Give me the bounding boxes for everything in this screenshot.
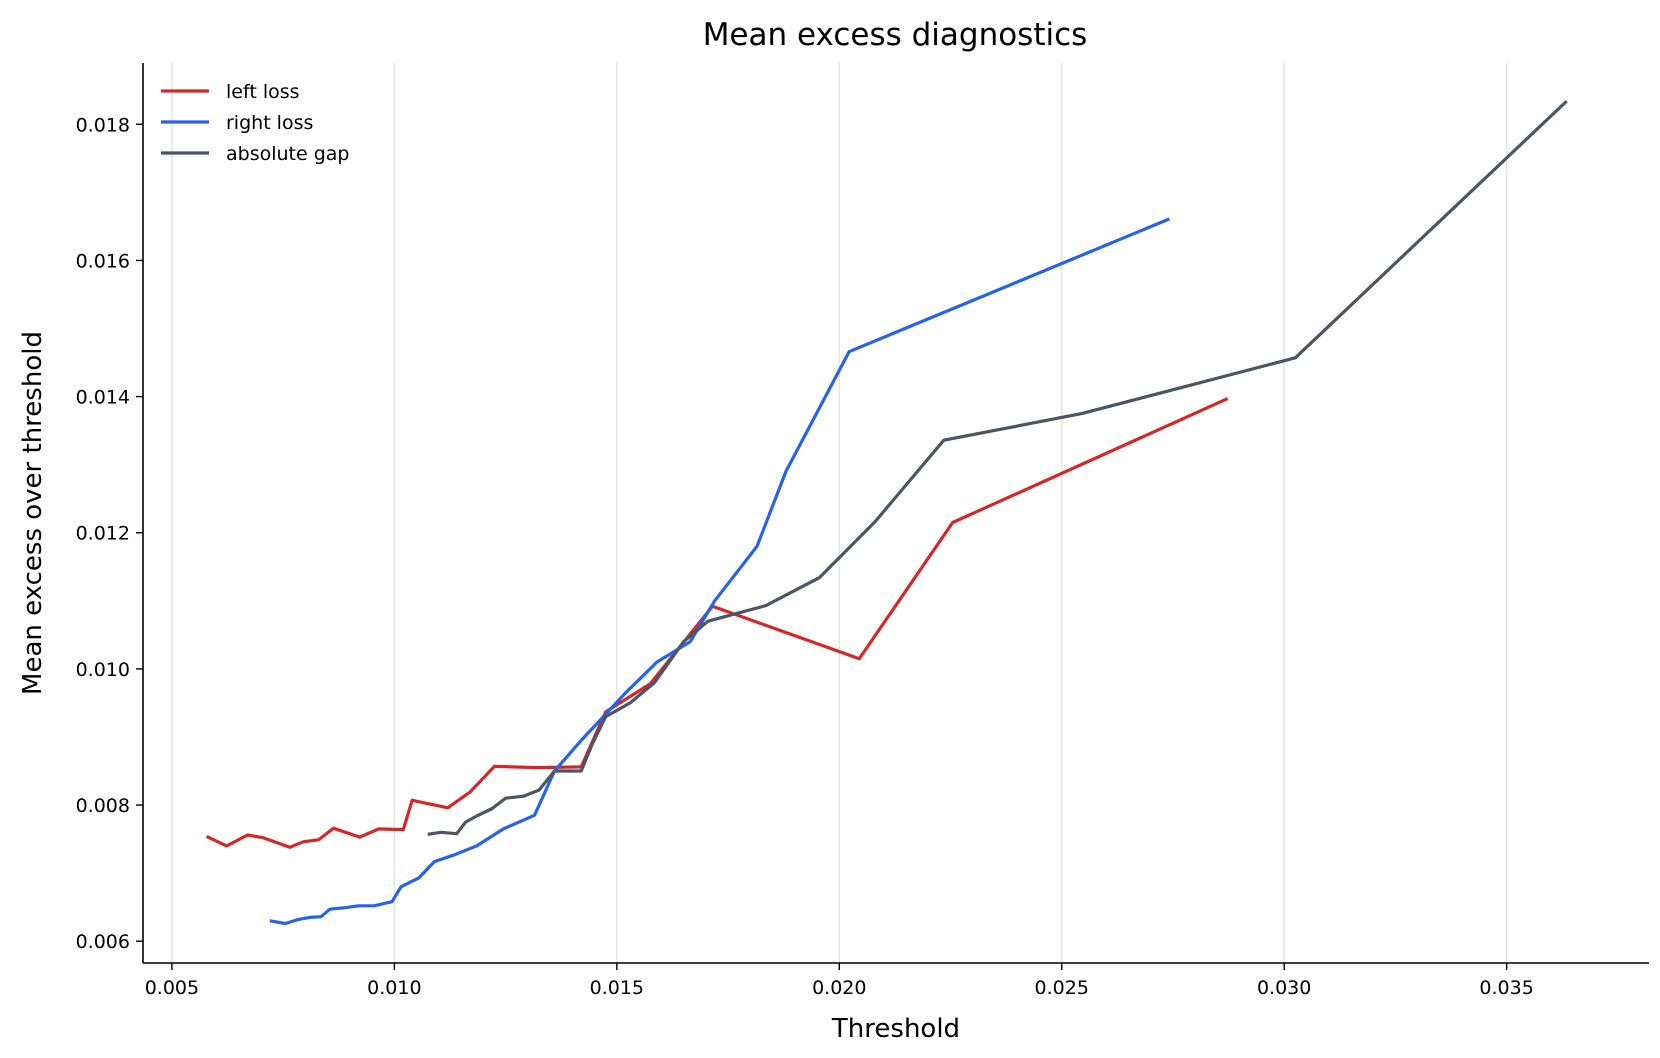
x-tick-label: 0.030 (1257, 977, 1311, 999)
legend-label: absolute gap (226, 143, 350, 165)
x-tick-label: 0.015 (590, 977, 644, 999)
legend-label: left loss (226, 81, 300, 103)
x-tick-label: 0.010 (367, 977, 421, 999)
y-tick-label: 0.018 (76, 114, 130, 136)
y-tick-label: 0.014 (76, 387, 130, 409)
y-ticks: 0.006 0.008 0.010 0.012 0.014 0.016 0.018 (76, 114, 143, 953)
x-axis-title: Threshold (831, 1014, 960, 1044)
chart-title: Mean excess diagnostics (703, 17, 1088, 53)
x-ticks: 0.005 0.010 0.015 0.020 0.025 0.030 0.035 (145, 963, 1534, 999)
y-tick-label: 0.008 (76, 795, 130, 817)
grid (171, 63, 1508, 963)
x-tick-label: 0.020 (812, 977, 866, 999)
legend-label: right loss (226, 112, 313, 134)
x-tick-label: 0.025 (1035, 977, 1089, 999)
y-tick-label: 0.010 (76, 659, 130, 681)
y-axis-title: Mean excess over threshold (18, 331, 48, 695)
axes (142, 63, 1649, 964)
x-tick-label: 0.035 (1479, 977, 1533, 999)
series-line-0 (205, 397, 1229, 849)
legend: left loss right loss absolute gap (161, 81, 350, 165)
y-tick-label: 0.012 (76, 523, 130, 545)
series-line-2 (427, 99, 1568, 836)
series-lines (205, 99, 1568, 926)
y-tick-label: 0.016 (76, 250, 130, 272)
series-line-1 (269, 217, 1171, 926)
x-tick-label: 0.005 (145, 977, 199, 999)
y-tick-label: 0.006 (76, 931, 130, 953)
